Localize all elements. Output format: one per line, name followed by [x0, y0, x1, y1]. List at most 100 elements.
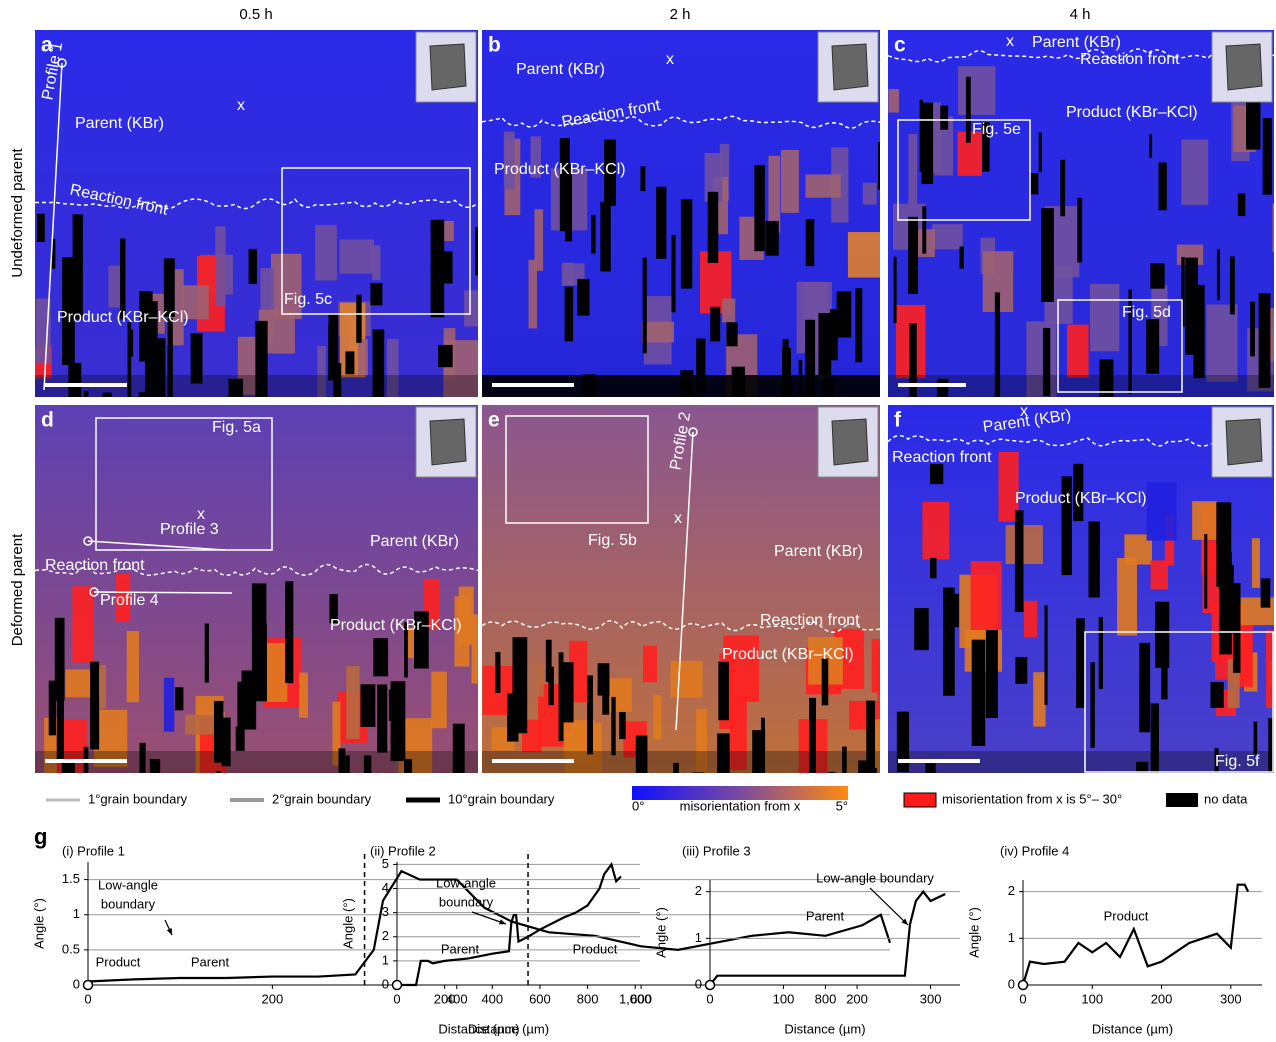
no-data [1204, 534, 1207, 609]
map-label: Profile 4 [100, 592, 159, 609]
no-data [249, 249, 257, 284]
chart-title: (iii) Profile 3 [682, 843, 751, 858]
map-label: Product (KBr–KCl) [330, 617, 462, 634]
no-data [1060, 160, 1065, 216]
panel-letter: e [488, 409, 500, 432]
no-data [878, 142, 882, 190]
x-tick-label: 600 [529, 991, 551, 1006]
no-data [818, 313, 831, 375]
no-data [718, 662, 729, 720]
no-data [1041, 208, 1054, 302]
no-data [855, 288, 862, 362]
no-data [921, 103, 933, 184]
grain [971, 561, 1002, 630]
no-data [1259, 293, 1271, 388]
x-tick-label: 1,000 [619, 991, 652, 1006]
line-chart: (iii) Profile 30120100200300Distance (µm… [653, 843, 960, 1036]
no-data [1039, 132, 1042, 172]
chart-title: (ii) Profile 2 [370, 843, 436, 858]
grain [722, 299, 735, 323]
y-tick-label: 2 [1008, 883, 1015, 898]
y-tick-label: 1 [382, 952, 389, 967]
y-tick-label: 0 [1008, 976, 1015, 991]
no-data [1150, 263, 1164, 288]
figure: abcdefProfile 1Parent (KBr)xReaction fro… [0, 0, 1276, 1042]
map-label: Product (KBr–KCl) [1066, 104, 1198, 121]
y-tick-label: 4 [382, 880, 389, 895]
orientation-cube [1226, 419, 1262, 465]
x-axis-label: Distance (µm) [468, 1021, 549, 1036]
map-label: Parent (KBr) [1032, 34, 1121, 51]
map-label: x [666, 51, 674, 68]
no-data [986, 630, 998, 718]
grain [72, 586, 93, 662]
no-data [1139, 643, 1150, 732]
no-data [1015, 510, 1024, 612]
grain [671, 661, 703, 698]
no-data [216, 771, 221, 858]
no-data [710, 307, 720, 342]
map-label: Fig. 5a [212, 419, 261, 436]
no-data [591, 215, 595, 253]
y-tick-label: 1 [73, 906, 80, 921]
no-data [438, 345, 453, 367]
grain [315, 225, 337, 281]
annotation: Low-angle [436, 875, 496, 890]
legend-label: 10°grain boundary [448, 791, 555, 806]
map-label: Fig. 5d [1122, 304, 1171, 321]
no-data [1149, 134, 1152, 158]
no-data [519, 653, 522, 724]
line-chart: (i) Profile 100.511.50200400600800Distan… [31, 843, 890, 1036]
column-header: 0.5 h [239, 6, 272, 23]
line-chart: (iv) Profile 40120100200300Distance (µm)… [966, 843, 1262, 1036]
profile-line [397, 864, 621, 985]
no-data [255, 624, 267, 702]
chart-title: (iv) Profile 4 [1000, 843, 1069, 858]
no-data [640, 166, 645, 191]
map-label: Reaction front [760, 612, 860, 629]
no-data [830, 309, 838, 360]
no-data [507, 693, 518, 741]
grain [535, 664, 544, 697]
no-data [643, 258, 647, 354]
charts: (i) Profile 100.511.50200400600800Distan… [31, 843, 1262, 1036]
no-data [822, 659, 829, 706]
no-data [619, 712, 625, 739]
annotation: Product [573, 941, 618, 956]
grain [1090, 284, 1119, 351]
grain [781, 150, 799, 213]
map-label: Reaction front [892, 449, 992, 466]
no-data [656, 187, 666, 259]
no-data [1089, 522, 1100, 598]
no-data [1031, 173, 1039, 194]
no-data [150, 759, 160, 863]
no-data [1159, 162, 1167, 210]
map-label: Parent (KBr) [516, 61, 605, 78]
no-data [356, 295, 361, 343]
no-data [565, 287, 574, 342]
annotation: Parent [191, 954, 230, 969]
no-data [611, 697, 615, 755]
ebsd-map [888, 405, 1276, 842]
map-label: Product (KBr–KCl) [722, 646, 854, 663]
x-axis-label: Distance (µm) [1092, 1021, 1173, 1036]
no-data [1136, 762, 1148, 843]
no-data [858, 760, 872, 860]
no-data [598, 663, 610, 695]
no-data [49, 681, 56, 736]
no-data [1263, 118, 1272, 195]
x-tick-label: 200 [262, 991, 284, 1006]
x-tick-label: 800 [577, 991, 599, 1006]
no-data [765, 221, 778, 256]
no-data [870, 781, 883, 818]
no-data [828, 772, 835, 851]
map-label: Product (KBr–KCl) [494, 161, 626, 178]
profile-line [1023, 885, 1248, 985]
legend-label: misorientation from x is 5°– 30° [942, 791, 1122, 806]
map-label: x [1006, 33, 1014, 50]
section-letter: g [34, 824, 47, 849]
grain [127, 631, 139, 702]
map-label: Reaction front [45, 557, 145, 574]
annotation: Product [96, 954, 141, 969]
no-data [1151, 703, 1159, 795]
